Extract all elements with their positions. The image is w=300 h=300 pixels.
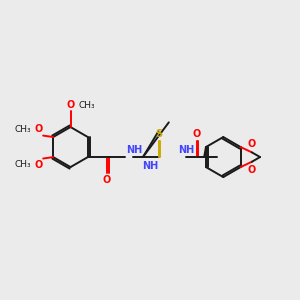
Text: CH₃: CH₃ <box>15 125 32 134</box>
Text: CH₃: CH₃ <box>15 160 32 169</box>
Text: NH: NH <box>142 160 158 171</box>
Text: NH: NH <box>178 145 194 155</box>
Text: CH₃: CH₃ <box>78 101 95 110</box>
Text: S: S <box>155 129 162 139</box>
Text: O: O <box>66 100 75 110</box>
Text: O: O <box>193 129 201 139</box>
Text: O: O <box>34 124 42 134</box>
Text: O: O <box>247 165 255 175</box>
Text: NH: NH <box>126 145 143 155</box>
Text: O: O <box>34 160 42 170</box>
Text: O: O <box>103 175 111 185</box>
Text: O: O <box>247 139 255 149</box>
